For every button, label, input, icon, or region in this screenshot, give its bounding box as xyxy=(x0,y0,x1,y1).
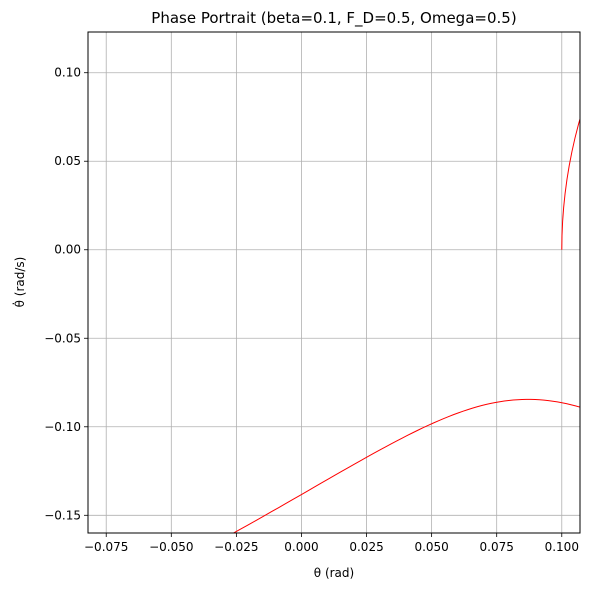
x-tick-label: −0.075 xyxy=(84,540,128,554)
x-tick-label: 0.075 xyxy=(480,540,514,554)
x-tick-label: −0.050 xyxy=(149,540,193,554)
x-tick-label: −0.025 xyxy=(214,540,258,554)
y-tick-label: −0.10 xyxy=(44,420,81,434)
y-tick-label: 0.10 xyxy=(54,66,81,80)
x-tick-label: 0.100 xyxy=(545,540,579,554)
x-tick-label: 0.025 xyxy=(349,540,383,554)
x-axis-ticks: −0.075 −0.050 −0.025 0.000 0.025 0.050 0.075 0.… xyxy=(84,533,579,554)
y-tick-label: −0.15 xyxy=(44,508,81,522)
plot-frame xyxy=(87,31,581,534)
y-axis-label: θ̇ (rad/s) xyxy=(12,257,27,308)
x-tick-label: 0.000 xyxy=(284,540,318,554)
y-tick-label: 0.05 xyxy=(54,154,81,168)
y-tick-label: −0.05 xyxy=(44,331,81,345)
x-tick-label: 0.050 xyxy=(414,540,448,554)
y-tick-label: 0.00 xyxy=(54,243,81,257)
x-axis-label: θ (rad) xyxy=(314,566,354,580)
grid xyxy=(88,32,580,533)
y-axis-ticks: −0.15 −0.10 −0.05 0.00 0.05 0.10 xyxy=(44,66,88,522)
chart-title: Phase Portrait (beta=0.1, F_D=0.5, Omega… xyxy=(151,9,516,28)
